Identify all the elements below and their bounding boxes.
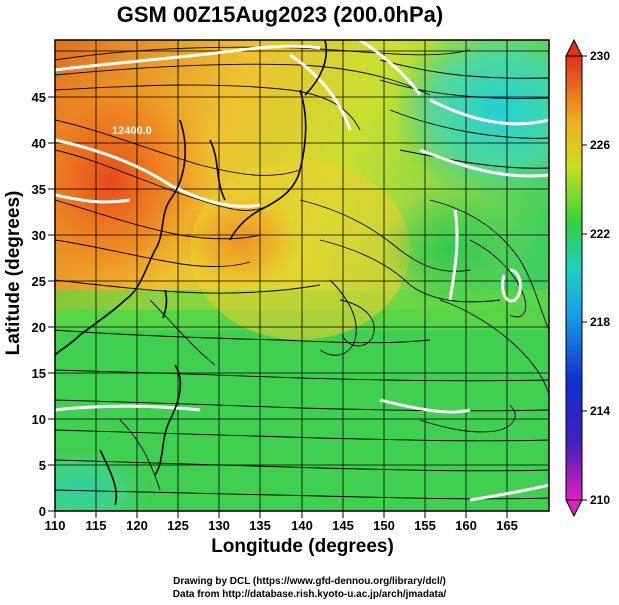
x-tick-label: 140 xyxy=(291,518,313,533)
x-tick-label: 145 xyxy=(332,518,354,533)
colorbar-tick-label: 218 xyxy=(590,315,610,329)
credit-line-drawing: Drawing by DCL (https://www.gfd-dennou.o… xyxy=(173,576,446,587)
colorbar: 210 214 218 222 226 230 xyxy=(565,38,610,518)
coastlines xyxy=(55,40,328,506)
x-tick-label: 110 xyxy=(45,518,66,533)
colorbar-tick-label: 222 xyxy=(590,227,610,241)
colorbar-min-triangle xyxy=(565,499,583,518)
x-tick-label: 150 xyxy=(373,518,395,533)
colorbar-tick-label: 214 xyxy=(590,404,610,418)
y-tick-label: 15 xyxy=(32,366,46,381)
y-tick-label: 0 xyxy=(39,504,46,519)
axis-ticks xyxy=(48,96,508,518)
y-tick-label: 45 xyxy=(32,90,46,105)
map-title: GSM 00Z15Aug2023 (200.0hPa) xyxy=(116,2,444,27)
x-tick-label: 115 xyxy=(86,518,107,533)
x-tick-label: 160 xyxy=(455,518,477,533)
y-tick-label: 20 xyxy=(32,320,46,335)
y-tick-label: 30 xyxy=(32,228,46,243)
y-tick-label: 40 xyxy=(32,136,46,151)
contour-label: 12400.0 xyxy=(112,125,152,137)
lat-lon-grid xyxy=(55,40,549,511)
x-tick-label: 135 xyxy=(249,518,271,533)
geopotential-contours xyxy=(55,40,549,502)
x-tick-label: 130 xyxy=(208,518,230,533)
x-tick-label: 120 xyxy=(126,518,148,533)
y-tick-label: 10 xyxy=(32,412,46,427)
colorbar-max-triangle xyxy=(565,38,583,57)
x-tick-label: 165 xyxy=(496,518,518,533)
x-tick-label: 125 xyxy=(167,518,189,533)
y-tick-label: 25 xyxy=(32,274,46,289)
credit-line-data: Data from http://database.rish.kyoto-u.a… xyxy=(172,589,447,600)
x-axis-label: Longitude (degrees) xyxy=(211,536,394,557)
y-tick-label: 35 xyxy=(32,182,46,197)
y-axis-label: Latitude (degrees) xyxy=(3,190,24,356)
x-tick-label: 155 xyxy=(414,518,436,533)
colorbar-tick-label: 226 xyxy=(590,138,610,152)
colorbar-tick-label: 230 xyxy=(590,49,610,63)
colorbar-tick-label: 210 xyxy=(590,493,610,507)
y-tick-label: 5 xyxy=(39,458,46,473)
